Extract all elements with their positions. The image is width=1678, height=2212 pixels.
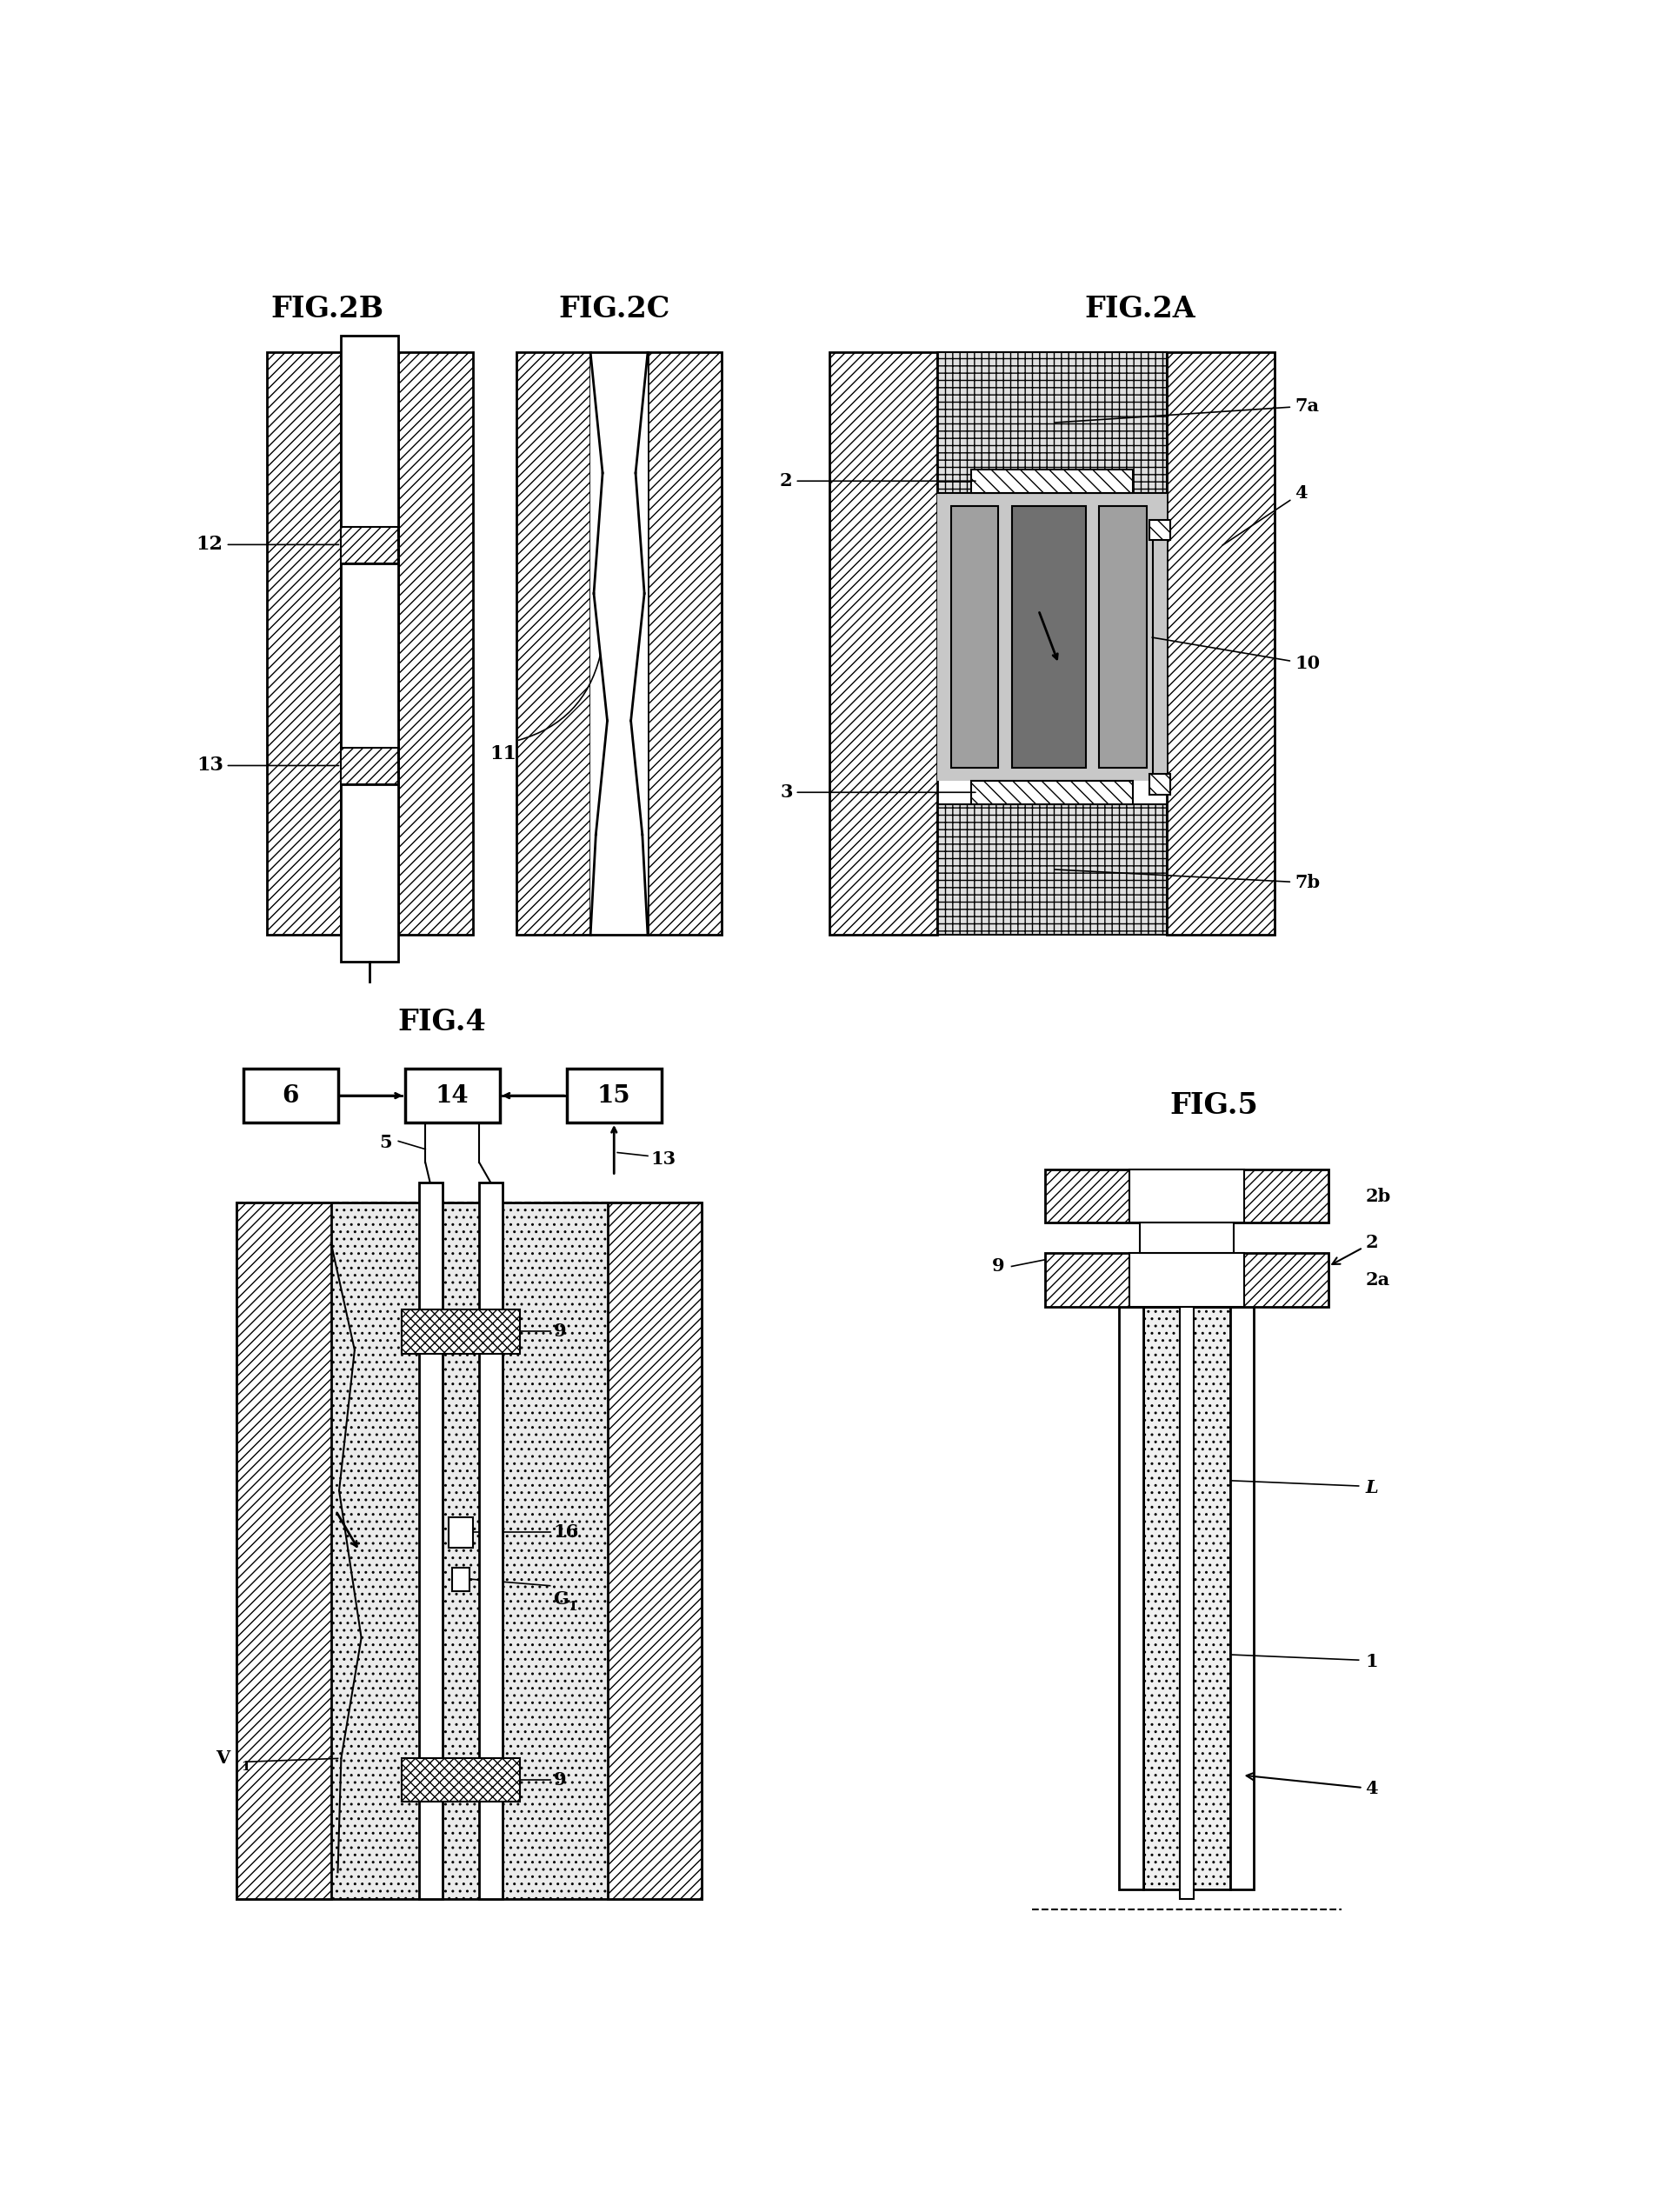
Text: 9: 9 (992, 1259, 1005, 1274)
Bar (1099, 507, 1146, 768)
Bar (1129, 1252, 1243, 1307)
Text: 2a: 2a (1366, 1272, 1389, 1287)
Text: 2: 2 (780, 473, 975, 489)
Bar (237, 1203, 331, 1900)
Text: FIG.2B: FIG.2B (272, 294, 384, 323)
Text: 11: 11 (490, 745, 517, 763)
Text: 2b: 2b (1366, 1188, 1391, 1206)
Text: 1: 1 (1366, 1652, 1378, 1670)
Bar (1129, 1170, 1243, 1223)
Text: 7b: 7b (1054, 869, 1321, 891)
Text: FIG.2A: FIG.2A (1084, 294, 1195, 323)
Text: 15: 15 (597, 1084, 631, 1108)
Bar (938, 805, 1166, 936)
Bar (243, 1068, 337, 1121)
Bar (1149, 520, 1170, 540)
Bar (418, 1183, 443, 1900)
Bar (607, 1203, 701, 1900)
Bar (938, 493, 1166, 781)
Bar (567, 1068, 661, 1121)
Bar (1230, 1307, 1253, 1889)
Bar (480, 1183, 503, 1900)
Text: 7a: 7a (1054, 398, 1319, 422)
Bar (404, 1068, 500, 1121)
Text: V: V (216, 1750, 230, 1767)
Bar (267, 352, 341, 936)
Bar (938, 352, 1166, 493)
Bar (1166, 352, 1274, 936)
Bar (648, 352, 722, 936)
Text: 9: 9 (554, 1323, 565, 1340)
Bar (1143, 1307, 1230, 1889)
Bar (341, 526, 398, 564)
Text: 4: 4 (1223, 484, 1307, 546)
Bar (401, 1310, 520, 1354)
Bar (972, 469, 1133, 493)
Text: 13: 13 (196, 757, 339, 774)
Text: 4: 4 (1247, 1772, 1378, 1798)
Text: 16: 16 (554, 1524, 579, 1542)
Bar (453, 1568, 470, 1590)
Text: 6: 6 (282, 1084, 299, 1108)
Text: G: G (554, 1590, 569, 1608)
Bar (972, 781, 1133, 805)
Text: FIG.2C: FIG.2C (559, 294, 670, 323)
Bar (398, 352, 473, 936)
Text: 10: 10 (1153, 637, 1321, 672)
Text: FIG.4: FIG.4 (398, 1009, 487, 1037)
Bar (1119, 1307, 1143, 1889)
Bar (951, 507, 998, 768)
Text: 3: 3 (780, 783, 975, 801)
Text: 1: 1 (569, 1601, 577, 1613)
Bar (1045, 1170, 1329, 1223)
Text: 13: 13 (651, 1150, 676, 1168)
Text: 9: 9 (554, 1772, 565, 1790)
Text: 12: 12 (196, 535, 339, 555)
Text: 14: 14 (436, 1084, 470, 1108)
Bar (1180, 1307, 1193, 1900)
Text: L: L (1366, 1478, 1378, 1495)
Bar (1012, 507, 1086, 768)
Bar (829, 352, 938, 936)
Bar (341, 748, 398, 785)
Text: 1: 1 (242, 1761, 250, 1774)
Bar (450, 1517, 473, 1548)
Bar (401, 1759, 520, 1803)
Bar (1149, 774, 1170, 794)
Bar (341, 336, 398, 962)
Text: FIG.5: FIG.5 (1170, 1091, 1258, 1119)
Text: 2: 2 (1332, 1234, 1378, 1265)
Bar (1045, 1252, 1329, 1307)
Bar (237, 1203, 701, 1900)
Bar (591, 352, 648, 936)
Text: 5: 5 (379, 1135, 391, 1150)
Bar (517, 352, 591, 936)
Bar (1139, 1223, 1233, 1252)
